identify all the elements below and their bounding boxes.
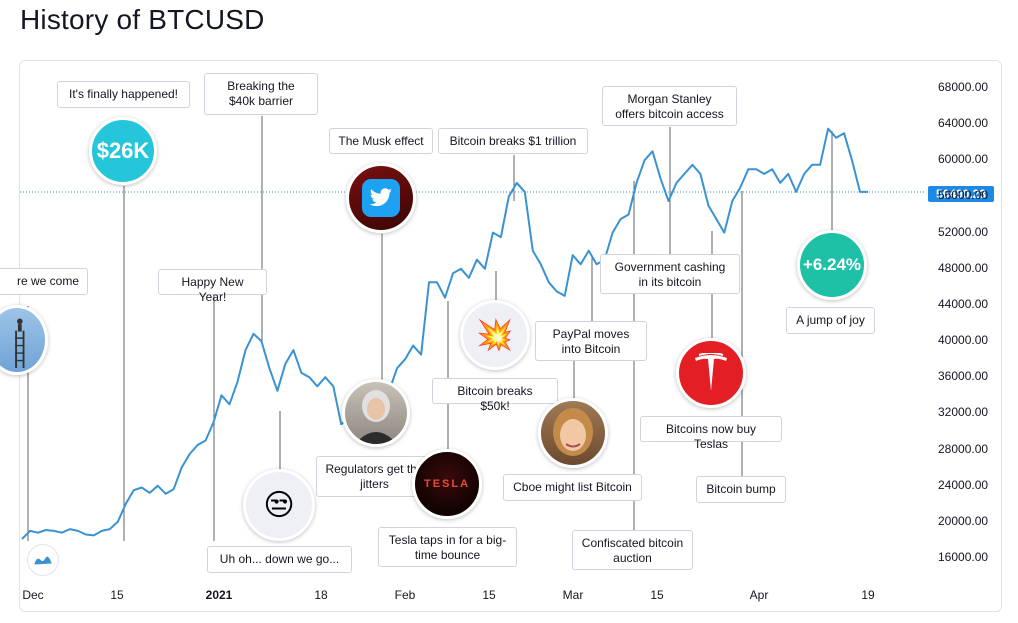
annotation-label-trillion[interactable]: Bitcoin breaks $1 trillion bbox=[438, 128, 588, 154]
x-tick-label: 2021 bbox=[205, 588, 233, 602]
twitter-app-icon[interactable] bbox=[346, 163, 416, 233]
y-tick-label: 24000.00 bbox=[938, 477, 989, 492]
x-tick-label: 15 bbox=[482, 588, 496, 602]
tradingview-logo-icon[interactable] bbox=[27, 544, 59, 576]
x-tick-label: 15 bbox=[110, 588, 124, 602]
annotation-image-down[interactable]: 😒 bbox=[243, 469, 315, 541]
annotation-label-government[interactable]: Government cashing in its bitcoin bbox=[600, 254, 740, 294]
annotation-label-jump[interactable]: A jump of joy bbox=[786, 307, 875, 334]
portrait-photo-icon[interactable] bbox=[538, 398, 608, 468]
annotation-label-confiscated[interactable]: Confiscated bitcoin auction bbox=[572, 530, 693, 570]
y-tick-label: 64000.00 bbox=[938, 116, 989, 131]
price-chart[interactable] bbox=[20, 61, 1001, 611]
y-tick-label: 40000.00 bbox=[938, 333, 989, 348]
annotation-image-finally[interactable]: $26K bbox=[89, 117, 157, 185]
x-tick-label: Apr bbox=[749, 588, 769, 602]
current-price-badge: 56490.23 bbox=[928, 186, 994, 202]
x-tick-label: 19 bbox=[861, 588, 875, 602]
annotation-label-new-year[interactable]: Happy New Year! bbox=[158, 269, 267, 304]
y-tick-label: 56000.00 bbox=[938, 188, 989, 203]
y-tick-label: 32000.00 bbox=[938, 405, 989, 420]
annotation-label-teslas[interactable]: Bitcoins now buy Teslas bbox=[640, 416, 782, 451]
y-tick-label: 28000.00 bbox=[938, 441, 989, 456]
annotation-label-50k[interactable]: Bitcoin breaks $50k! bbox=[432, 378, 558, 413]
tesla-logo-icon[interactable] bbox=[676, 338, 746, 408]
annotation-label-bump[interactable]: Bitcoin bump bbox=[696, 476, 786, 503]
annotation-badge-text: +6.24% bbox=[802, 255, 862, 274]
price-line[interactable] bbox=[21, 127, 868, 540]
x-tick-label: Feb bbox=[394, 588, 416, 602]
y-tick-label: 48000.00 bbox=[938, 260, 989, 275]
annotation-label-paypal[interactable]: PayPal moves into Bitcoin bbox=[535, 321, 647, 361]
annotation-label-cboe[interactable]: Cboe might list Bitcoin bbox=[503, 474, 642, 501]
tesla-sign-text: TESLA bbox=[423, 478, 471, 490]
y-tick-label: 44000.00 bbox=[938, 296, 989, 311]
y-tick-label: 20000.00 bbox=[938, 513, 989, 528]
annotation-label-morgan[interactable]: Morgan Stanley offers bitcoin access bbox=[602, 86, 737, 126]
y-tick-label: 52000.00 bbox=[938, 224, 989, 239]
y-tick-label: 68000.00 bbox=[938, 80, 989, 94]
x-tick-label: Mar bbox=[562, 588, 584, 602]
x-tick-label: Dec bbox=[22, 588, 44, 602]
annotation-label-40k[interactable]: Breaking the $40k barrier bbox=[204, 73, 318, 115]
annotation-badge-text: $26K bbox=[96, 138, 150, 163]
ladder-photo-icon[interactable] bbox=[0, 305, 48, 375]
portrait-photo-icon[interactable] bbox=[342, 379, 410, 447]
annotation-image-jump[interactable]: +6.24% bbox=[797, 230, 867, 300]
annotation-image-tesla-taps[interactable]: TESLA bbox=[412, 449, 482, 519]
collision-icon: 💥 bbox=[476, 318, 514, 352]
annotation-label-here-we-come[interactable]: re we come bbox=[0, 268, 88, 295]
annotation-label-musk[interactable]: The Musk effect bbox=[329, 128, 433, 154]
y-tick-label: 36000.00 bbox=[938, 369, 989, 384]
page-title: History of BTCUSD bbox=[20, 4, 265, 35]
unamused-face-icon: 😒 bbox=[263, 488, 295, 522]
y-tick-label: 60000.00 bbox=[938, 152, 989, 167]
annotation-label-finally[interactable]: It's finally happened! bbox=[57, 81, 190, 108]
x-tick-label: 15 bbox=[650, 588, 664, 602]
y-tick-label: 16000.00 bbox=[938, 550, 989, 564]
annotation-label-tesla-taps[interactable]: Tesla taps in for a big-time bounce bbox=[378, 527, 517, 567]
annotation-label-down[interactable]: Uh oh... down we go... bbox=[207, 546, 352, 573]
x-tick-label: 18 bbox=[314, 588, 328, 602]
annotation-image-50k[interactable]: 💥 bbox=[460, 300, 530, 370]
